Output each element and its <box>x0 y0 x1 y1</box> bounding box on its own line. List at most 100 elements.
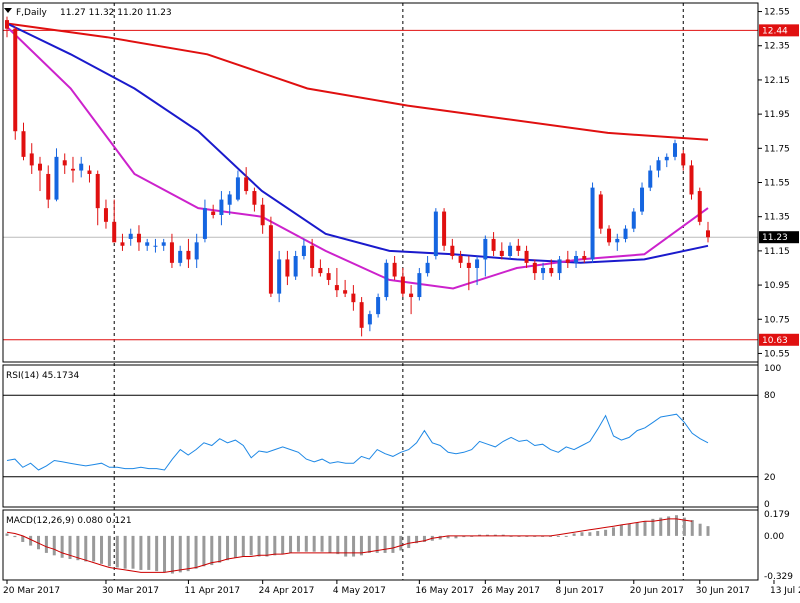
macd-histogram-bar <box>115 535 119 568</box>
macd-tick-label: -0.329 <box>764 572 793 582</box>
time-tick-label: 8 Jun 2017 <box>556 586 604 596</box>
candle-body <box>549 267 554 274</box>
candle-body <box>590 187 595 260</box>
price-tick-label: 11.15 <box>764 247 790 257</box>
candle-body <box>491 238 496 251</box>
candle-body <box>70 168 75 171</box>
candle-body <box>384 262 389 298</box>
macd-histogram-bar <box>37 535 41 550</box>
macd-pane[interactable] <box>5 515 710 574</box>
macd-histogram-bar <box>320 535 324 552</box>
candle-body <box>648 170 653 188</box>
candle-body <box>343 290 348 294</box>
candle-body <box>565 259 570 263</box>
macd-histogram-bar <box>226 535 230 561</box>
candle-body <box>351 293 356 303</box>
macd-histogram-bar <box>690 520 694 536</box>
macd-histogram-bar <box>659 517 663 536</box>
candle-body <box>466 262 471 268</box>
time-tick-label: 26 May 2017 <box>481 586 540 596</box>
macd-histogram-bar <box>706 526 710 536</box>
candle-body <box>46 173 51 200</box>
macd-histogram-bar <box>92 535 96 562</box>
candle-body <box>508 245 513 257</box>
candle-body <box>574 256 579 263</box>
time-tick-label: 20 Mar 2017 <box>3 586 60 596</box>
macd-histogram-bar <box>281 535 285 555</box>
macd-histogram-bar <box>249 535 253 556</box>
candle-body <box>400 276 405 294</box>
macd-histogram-bar <box>344 535 348 557</box>
candle-body <box>186 250 191 260</box>
candle-body <box>697 191 702 222</box>
candle-body <box>120 242 125 246</box>
macd-histogram-bar <box>68 535 72 559</box>
candle-body <box>268 225 273 294</box>
candle-body <box>37 163 42 171</box>
price-axis: 12.55 12.35 12.15 11.95 11.75 11.55 11.35 11.15… <box>2 2 799 582</box>
time-tick-label: 30 Mar 2017 <box>102 586 159 596</box>
price-pane[interactable] <box>3 16 758 341</box>
macd-histogram-bar <box>588 532 592 536</box>
macd-histogram-bar <box>312 535 316 552</box>
price-tick-label: 11.55 <box>764 179 790 189</box>
candle-body <box>409 293 414 298</box>
candle-body <box>79 163 84 171</box>
candle-body <box>524 250 529 263</box>
candle-body <box>425 262 430 274</box>
macd-histogram-bar <box>698 523 702 536</box>
candle-body <box>87 170 92 174</box>
macd-histogram-bar <box>13 535 17 538</box>
macd-histogram-bar <box>454 535 458 539</box>
macd-histogram-bar <box>328 535 332 553</box>
price-tick-label: 11.95 <box>764 110 790 120</box>
candle-body <box>211 211 216 215</box>
chevron-down-icon[interactable] <box>4 8 12 13</box>
macd-histogram-bar <box>76 535 80 561</box>
candle-body <box>640 187 645 212</box>
candle-body <box>169 242 174 263</box>
candle-body <box>112 221 117 243</box>
macd-histogram-bar <box>257 535 261 557</box>
candle-body <box>227 194 232 205</box>
candle-body <box>664 156 669 161</box>
candle-body <box>673 143 678 157</box>
candle-body <box>326 273 331 280</box>
macd-histogram-bar <box>210 535 214 566</box>
macd-histogram-bar <box>635 522 639 536</box>
candle-body <box>557 259 562 274</box>
macd-histogram-bar <box>619 524 623 536</box>
macd-histogram-bar <box>107 535 111 567</box>
price-tick-label: 12.35 <box>764 42 790 52</box>
candle-body <box>235 177 240 200</box>
macd-histogram-bar <box>186 535 190 572</box>
level-price-label: 12.44 <box>762 26 788 36</box>
macd-histogram-bar <box>273 535 277 556</box>
candle-body <box>13 28 18 132</box>
macd-histogram-bar <box>643 521 647 536</box>
price-tick-label: 11.35 <box>764 213 790 223</box>
candle-body <box>607 228 612 243</box>
macd-histogram-bar <box>100 535 104 564</box>
candle-body <box>128 233 133 239</box>
time-tick-label: 13 Jul 2017 <box>770 586 800 596</box>
macd-histogram-bar <box>29 535 33 546</box>
candle-body <box>615 238 620 243</box>
candle-body <box>656 160 661 171</box>
macd-histogram-bar <box>304 535 308 552</box>
candle-body <box>293 256 298 277</box>
macd-histogram-bar <box>52 535 56 556</box>
rsi-pane[interactable] <box>3 394 758 478</box>
macd-histogram-bar <box>178 535 182 573</box>
rsi-label: RSI(14) 45.1734 <box>6 371 79 381</box>
candle-body <box>631 211 636 229</box>
candle-body <box>483 238 488 260</box>
macd-histogram-bar <box>674 515 678 536</box>
macd-histogram-bar <box>352 535 356 557</box>
candle-body <box>178 250 183 263</box>
candle-body <box>277 259 282 294</box>
candle-body <box>145 242 150 246</box>
price-tick-label: 12.15 <box>764 76 790 86</box>
